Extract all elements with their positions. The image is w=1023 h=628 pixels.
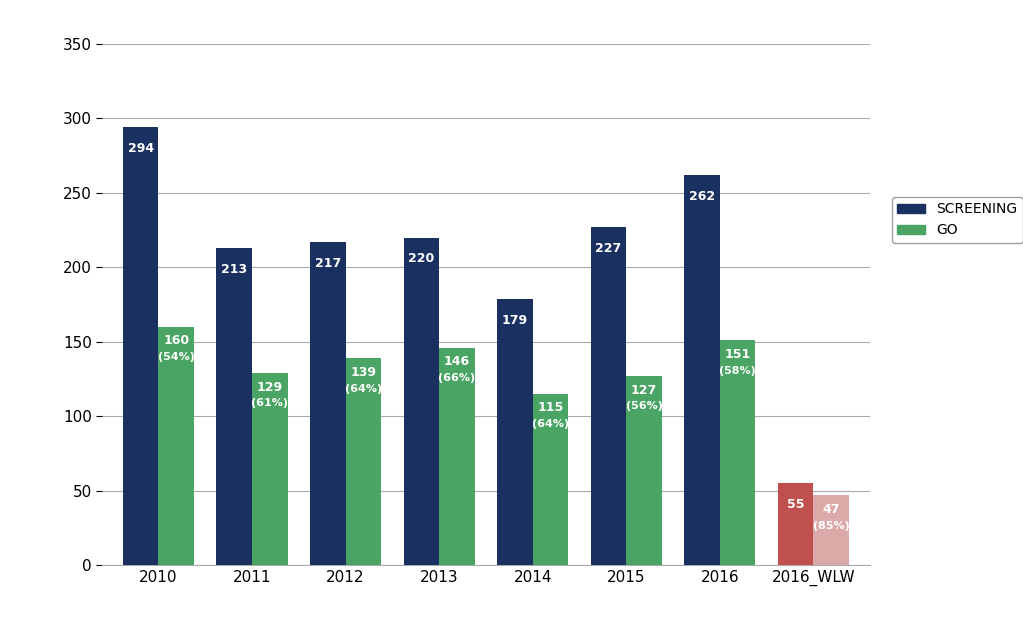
Text: 160: 160	[163, 334, 189, 347]
Bar	[252, 373, 287, 565]
Legend: SCREENING, GO: SCREENING, GO	[892, 197, 1023, 243]
Text: 179: 179	[502, 313, 528, 327]
Text: (64%): (64%)	[345, 384, 382, 394]
Bar	[346, 358, 382, 565]
Text: (56%): (56%)	[626, 401, 663, 411]
Text: 213: 213	[221, 263, 248, 276]
Text: 294: 294	[128, 143, 153, 155]
Text: 55: 55	[787, 498, 804, 511]
Text: 115: 115	[537, 401, 564, 414]
Text: 127: 127	[631, 384, 657, 396]
Text: 151: 151	[724, 348, 751, 360]
Text: 129: 129	[257, 381, 282, 394]
Bar	[684, 175, 720, 565]
Bar	[217, 248, 252, 565]
Text: 262: 262	[690, 190, 715, 203]
Bar	[813, 495, 849, 565]
Bar	[533, 394, 568, 565]
Bar	[310, 242, 346, 565]
Text: 217: 217	[315, 257, 341, 270]
Text: (85%): (85%)	[813, 521, 849, 531]
Text: (66%): (66%)	[439, 373, 476, 383]
Text: 139: 139	[350, 365, 376, 379]
Bar	[777, 484, 813, 565]
Text: (58%): (58%)	[719, 365, 756, 376]
Bar	[404, 237, 439, 565]
Text: 220: 220	[408, 252, 435, 266]
Bar	[497, 299, 533, 565]
Bar	[626, 376, 662, 565]
Text: (64%): (64%)	[532, 420, 569, 430]
Bar	[439, 348, 475, 565]
Text: (61%): (61%)	[252, 398, 288, 408]
Text: (54%): (54%)	[158, 352, 194, 362]
Text: 47: 47	[822, 502, 840, 516]
Bar	[123, 127, 159, 565]
Text: 146: 146	[444, 355, 470, 368]
Text: 227: 227	[595, 242, 622, 255]
Bar	[590, 227, 626, 565]
Bar	[159, 327, 194, 565]
Bar	[720, 340, 755, 565]
